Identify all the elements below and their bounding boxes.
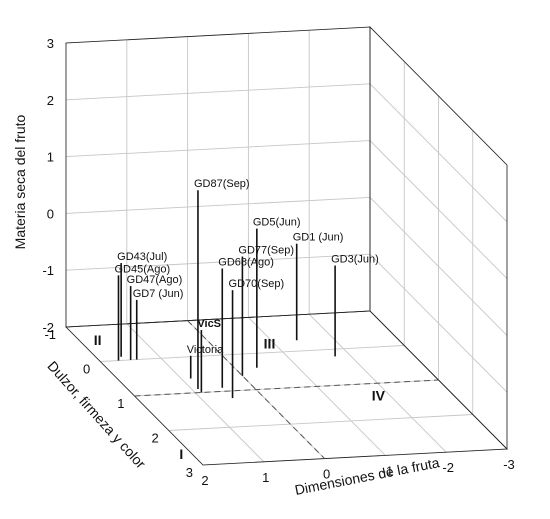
grid-layer [65,26,508,466]
back-wall-gridline [65,140,371,158]
point-label: GD7 (Jun) [133,288,184,300]
y-tick-label: 0 [83,362,90,377]
point-label: Victoria [187,344,224,356]
quadrant-dividers [134,320,439,459]
back-wall-pane [65,26,371,328]
y-tick-label: 2 [152,431,159,446]
z-tick-label: 3 [47,36,54,51]
point-label: GD43(Jul) [117,251,167,263]
point-label: GD45(Ago) [114,263,170,275]
back-wall-gridline [65,196,371,214]
point-label: GD1 (Jun) [293,232,344,244]
point-label: GD3(Jun) [331,254,379,266]
z-tick-label: 2 [47,93,54,108]
point-label: GD77(Sep) [238,245,294,257]
z-tick-label: -1 [42,263,54,278]
floor-gridline [100,345,405,362]
x-tick-label: -1 [382,463,394,478]
z-tick-label: 0 [47,206,54,221]
side-wall-gridline [369,253,508,393]
point-label: GD68(Ago) [218,256,274,268]
point-label: VicS [197,318,221,330]
side-wall-gridline [369,83,508,223]
y-axis-title: Dulzor, firmeza y color [44,358,149,472]
side-wall-gridline [369,197,508,336]
stem-layer [117,190,336,399]
z-tick-label: 1 [47,150,54,165]
point-label: GD47(Ago) [127,274,183,286]
x-tick-label: 0 [323,467,330,482]
z-tick-label: -2 [42,320,54,335]
divider-y1 [134,379,439,397]
back-wall-gridline [65,253,371,271]
y-tick-label: 1 [117,396,124,411]
z-axis-title: Materia seca del fruto [12,114,28,249]
x-tick-label: 2 [201,473,208,488]
side-wall-pane [369,26,508,450]
point-label: GD70(Sep) [229,278,285,290]
quadrant-label: I [179,446,183,462]
x-axis-title: Dimensiones de la fruta [293,454,441,498]
x-tick-label: 1 [262,470,269,485]
back-wall-gridline [65,83,371,101]
quadrant-label: II [94,332,102,348]
point-label: GD87(Sep) [194,178,250,190]
x-tick-label: -2 [442,460,454,475]
divider-x0 [187,320,325,459]
y-tick-label: 3 [186,465,193,480]
x-tick-label: -3 [503,457,515,472]
side-wall-gridline [369,140,508,279]
quadrant-label: III [264,336,276,352]
floor-gridline [168,414,473,431]
y-tick-label: -1 [44,327,56,342]
point-label: GD5(Jun) [253,217,301,229]
quadrant-label: IV [372,388,386,404]
